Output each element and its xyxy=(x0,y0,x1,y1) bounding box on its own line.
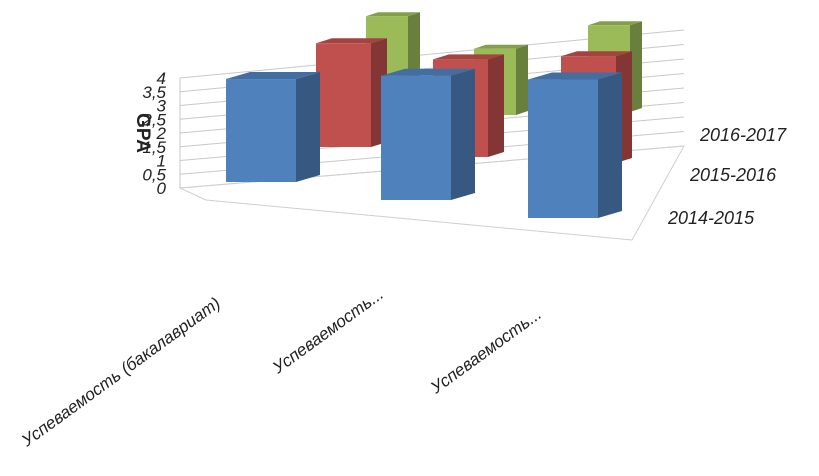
y-tick-label: 0,5 xyxy=(142,165,166,184)
bar-top xyxy=(366,12,420,17)
bar-side xyxy=(451,68,475,200)
y-tick-label: 3,5 xyxy=(142,83,166,102)
series-label: 2014-2015 xyxy=(667,208,755,228)
series-label: 2015-2016 xyxy=(689,165,777,185)
category-label: Успеваемость... xyxy=(268,284,387,377)
y-tick-label: 0 xyxy=(157,179,167,198)
bar-front xyxy=(316,43,371,147)
y-tick-label: 2 xyxy=(156,124,167,143)
bar-top xyxy=(226,72,320,80)
bar-top xyxy=(316,38,387,44)
bar-front xyxy=(528,79,598,218)
y-tick-label: 1,5 xyxy=(142,138,166,157)
chart-bars xyxy=(226,12,642,218)
bar xyxy=(528,72,622,218)
category-labels: Успеваемость (бакалавриат) Успеваемость..… xyxy=(17,284,545,450)
y-tick-label: 4 xyxy=(157,69,166,88)
bar-top xyxy=(474,44,528,49)
y-tick-label: 1 xyxy=(157,152,166,171)
bar-top xyxy=(588,21,642,26)
bar-top xyxy=(433,54,504,60)
series-label: 2016-2017 xyxy=(699,125,787,145)
series-labels: 2014-2015 2015-2016 2016-2017 xyxy=(667,125,787,228)
floor-outline xyxy=(178,145,685,241)
bar-side xyxy=(516,44,528,116)
bar xyxy=(381,68,475,200)
bar-top xyxy=(381,68,475,76)
bar-top xyxy=(561,51,632,57)
bar-front xyxy=(226,79,296,182)
bar-side xyxy=(630,21,642,112)
category-label: Успеваемость (бакалавриат) xyxy=(17,293,224,450)
bar xyxy=(226,72,320,182)
category-label: Успеваемость... xyxy=(426,304,545,397)
y-axis-ticks: 00,511,522,533,54 xyxy=(141,69,166,198)
bar xyxy=(316,38,387,147)
y-tick-label: 3 xyxy=(157,97,167,116)
bar-front xyxy=(381,75,451,200)
y-tick-label: 2,5 xyxy=(141,110,166,129)
chart-floor xyxy=(178,145,685,241)
bar-side xyxy=(296,72,320,182)
bar-top xyxy=(528,72,622,80)
y-axis-title: GPA xyxy=(132,113,153,153)
bar-side xyxy=(598,72,622,218)
bar-side xyxy=(488,54,504,157)
